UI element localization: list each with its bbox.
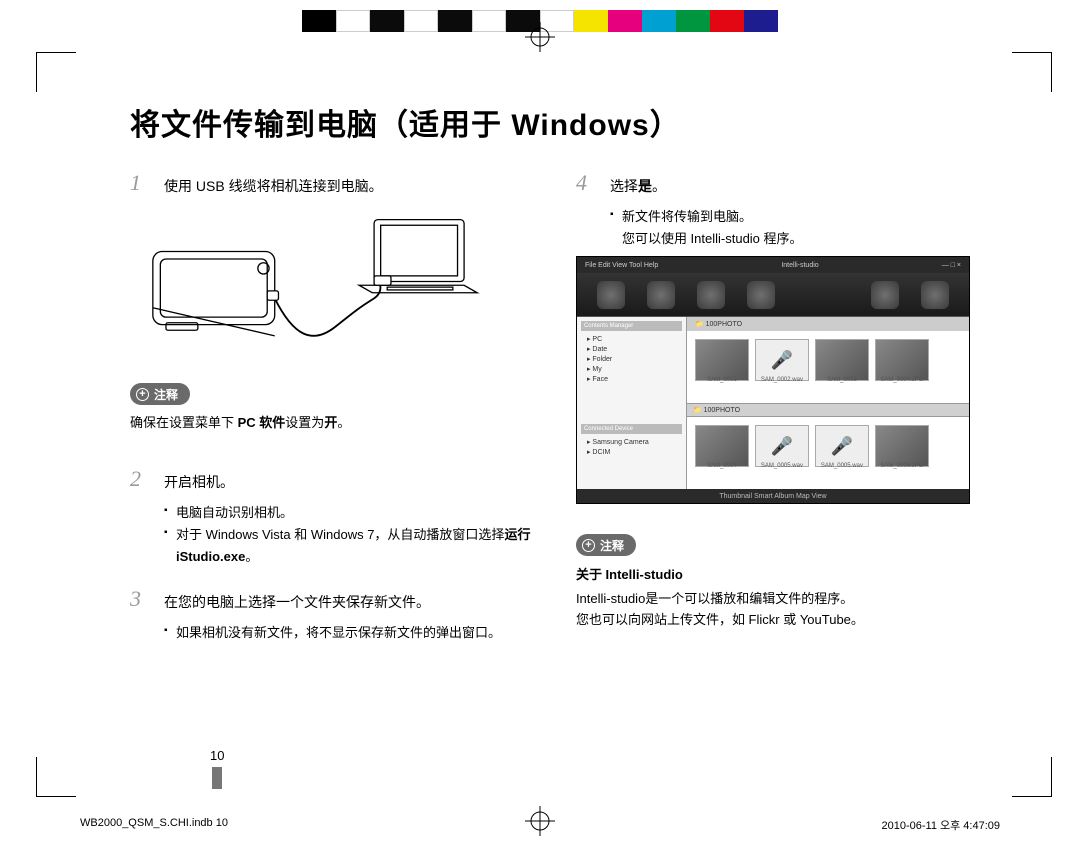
print-footer: WB2000_QSM_S.CHI.indb 10 2010-06-11 오후 4… bbox=[80, 817, 1000, 833]
toolbar-icon bbox=[647, 281, 675, 309]
screenshot-menubar: File Edit View Tool Help Intelli-studio … bbox=[577, 257, 969, 273]
plus-icon: + bbox=[136, 388, 149, 401]
step-number: 3 bbox=[130, 588, 152, 612]
crop-mark bbox=[36, 757, 76, 797]
step-4: 4 选择是。 bbox=[576, 172, 970, 196]
footer-timestamp: 2010-06-11 오후 4:47:09 bbox=[881, 817, 1000, 833]
step-number: 4 bbox=[576, 172, 598, 196]
bullet: 如果相机没有新文件，将不显示保存新文件的弹出窗口。 bbox=[164, 622, 532, 644]
page-title: 将文件传输到电脑（适用于 Windows） bbox=[130, 100, 970, 144]
step-1: 1 使用 USB 线缆将相机连接到电脑。 bbox=[130, 172, 532, 196]
screenshot-footer: Thumbnail Smart Album Map View bbox=[577, 489, 969, 503]
screenshot-thumbnails: SAM_0004🎤SAM_0005.wav🎤SAM_0005.wavSAM_00… bbox=[687, 417, 969, 489]
camera-to-laptop-illustration bbox=[130, 214, 532, 364]
crop-mark bbox=[1012, 757, 1052, 797]
page-number: 10 bbox=[210, 748, 224, 763]
bullet: 对于 Windows Vista 和 Windows 7，从自动播放窗口选择运行… bbox=[164, 524, 532, 568]
toolbar-icon bbox=[697, 281, 725, 309]
note-text: 确保在设置菜单下 PC 软件设置为开。 bbox=[130, 413, 532, 434]
toolbar-icon bbox=[597, 281, 625, 309]
step-title: 开启相机。 bbox=[164, 468, 234, 492]
screenshot-thumbnails: SAM_0001🎤SAM_0002.wavSAM_0003SAM_0004.JP… bbox=[687, 331, 969, 403]
toolbar-icon bbox=[921, 281, 949, 309]
screenshot-toolbar bbox=[577, 273, 969, 317]
bullet: 新文件将传输到电脑。 bbox=[610, 206, 970, 228]
screenshot-location: 📁 100PHOTO bbox=[687, 317, 969, 331]
registration-mark-top bbox=[525, 22, 555, 57]
note-label: 注释 bbox=[600, 537, 624, 554]
step-2: 2 开启相机。 bbox=[130, 468, 532, 492]
about-heading: 关于 Intelli-studio bbox=[576, 564, 970, 583]
step-title: 在您的电脑上选择一个文件夹保存新文件。 bbox=[164, 588, 430, 612]
page-content: 将文件传输到电脑（适用于 Windows） 1 使用 USB 线缆将相机连接到电… bbox=[130, 100, 970, 761]
screenshot-divider: 📁 100PHOTO bbox=[687, 403, 969, 417]
note-badge: + 注释 bbox=[130, 383, 190, 405]
intelli-studio-screenshot: File Edit View Tool Help Intelli-studio … bbox=[576, 256, 970, 504]
page-number-tab bbox=[212, 767, 222, 789]
note-label: 注释 bbox=[154, 386, 178, 403]
step-title: 选择是。 bbox=[610, 172, 666, 196]
plus-icon: + bbox=[582, 539, 595, 552]
note-badge: + 注释 bbox=[576, 534, 636, 556]
note-text: Intelli-studio是一个可以播放和编辑文件的程序。 您也可以向网站上传… bbox=[576, 589, 970, 631]
toolbar-icon bbox=[871, 281, 899, 309]
body-line: 您可以使用 Intelli-studio 程序。 bbox=[610, 228, 970, 250]
toolbar-icon bbox=[747, 281, 775, 309]
crop-mark bbox=[1012, 52, 1052, 92]
screenshot-sidebar: Contents Manager ▸ PC▸ Date▸ Folder▸ My▸… bbox=[577, 317, 687, 489]
step-number: 2 bbox=[130, 468, 152, 492]
step-3: 3 在您的电脑上选择一个文件夹保存新文件。 bbox=[130, 588, 532, 612]
step-title: 使用 USB 线缆将相机连接到电脑。 bbox=[164, 172, 383, 196]
step-number: 1 bbox=[130, 172, 152, 196]
footer-filename: WB2000_QSM_S.CHI.indb 10 bbox=[80, 817, 228, 833]
crop-mark bbox=[36, 52, 76, 92]
bullet: 电脑自动识别相机。 bbox=[164, 502, 532, 524]
